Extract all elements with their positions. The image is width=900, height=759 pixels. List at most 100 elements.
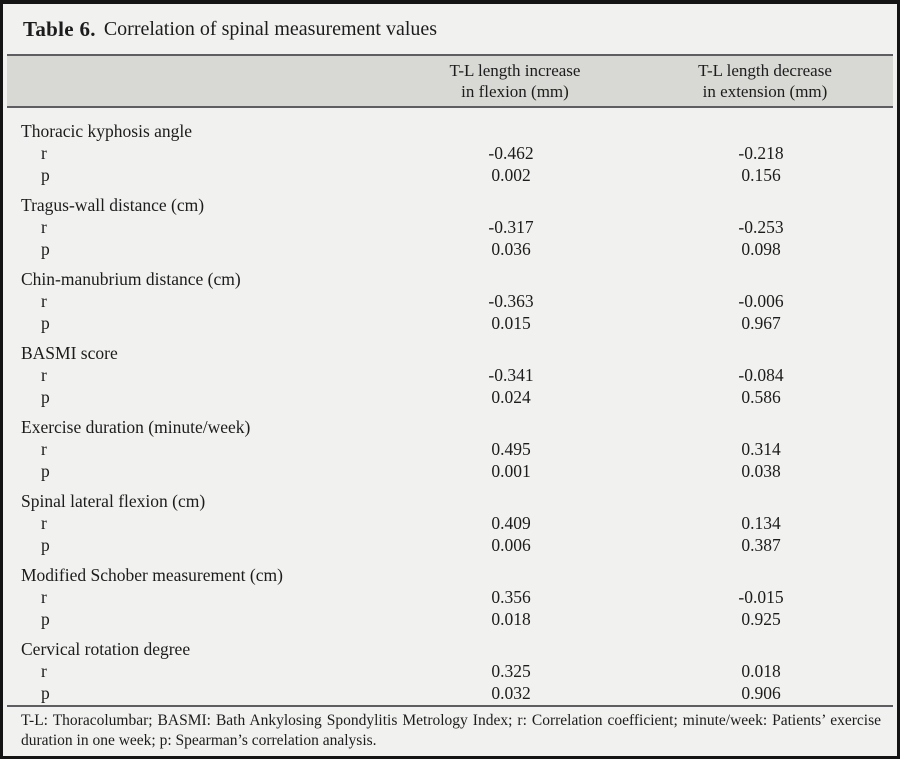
table-row: r 0.325 0.018 bbox=[3, 660, 897, 682]
measure-group-tragus-wall: Tragus-wall distance (cm) r -0.317 -0.25… bbox=[3, 186, 897, 260]
r-extension-value: -0.015 bbox=[738, 587, 784, 607]
table-row: p 0.036 0.098 bbox=[3, 238, 897, 260]
p-label: p bbox=[41, 609, 50, 629]
r-extension-value: -0.218 bbox=[738, 143, 784, 163]
r-flexion-value: 0.409 bbox=[491, 513, 531, 533]
table-row: r 0.409 0.134 bbox=[3, 512, 897, 534]
table-row: p 0.002 0.156 bbox=[3, 164, 897, 186]
column-header-extension-line2: in extension (mm) bbox=[702, 82, 828, 101]
group-label: Tragus-wall distance (cm) bbox=[21, 195, 205, 215]
p-label: p bbox=[41, 313, 50, 333]
p-flexion-value: 0.015 bbox=[491, 313, 531, 333]
table-row: Exercise duration (minute/week) bbox=[3, 416, 897, 438]
table-row: Spinal lateral flexion (cm) bbox=[3, 490, 897, 512]
column-header-extension: T-L length decrease in extension (mm) bbox=[635, 60, 895, 102]
table-title: Table 6. Correlation of spinal measureme… bbox=[3, 4, 897, 54]
r-flexion-value: 0.495 bbox=[491, 439, 531, 459]
table-row: r 0.356 -0.015 bbox=[3, 586, 897, 608]
p-label: p bbox=[41, 461, 50, 481]
column-header-flexion-line1: T-L length increase bbox=[449, 61, 581, 80]
table-body: Thoracic kyphosis angle r -0.462 -0.218 … bbox=[3, 108, 897, 704]
table-row: r -0.341 -0.084 bbox=[3, 364, 897, 386]
group-label: Cervical rotation degree bbox=[21, 639, 191, 659]
measure-group-thoracic-kyphosis: Thoracic kyphosis angle r -0.462 -0.218 … bbox=[3, 112, 897, 186]
table-caption: Correlation of spinal measurement values bbox=[103, 17, 438, 40]
table-row: r 0.495 0.314 bbox=[3, 438, 897, 460]
column-header-flexion: T-L length increase in flexion (mm) bbox=[395, 60, 635, 102]
p-flexion-value: 0.006 bbox=[491, 535, 531, 555]
group-label: Chin-manubrium distance (cm) bbox=[21, 269, 241, 289]
p-extension-value: 0.925 bbox=[741, 609, 781, 629]
table-row: Thoracic kyphosis angle bbox=[3, 120, 897, 142]
r-flexion-value: -0.363 bbox=[488, 291, 534, 311]
table-row: p 0.001 0.038 bbox=[3, 460, 897, 482]
table-row: r -0.462 -0.218 bbox=[3, 142, 897, 164]
table-row: Modified Schober measurement (cm) bbox=[3, 564, 897, 586]
r-extension-value: -0.084 bbox=[738, 365, 784, 385]
p-extension-value: 0.967 bbox=[741, 313, 781, 333]
r-label: r bbox=[41, 439, 47, 459]
p-extension-value: 0.038 bbox=[741, 461, 781, 481]
measure-group-cervical-rotation: Cervical rotation degree r 0.325 0.018 p… bbox=[3, 630, 897, 704]
group-label: Exercise duration (minute/week) bbox=[21, 417, 251, 437]
table-row: p 0.015 0.967 bbox=[3, 312, 897, 334]
table-row: p 0.018 0.925 bbox=[3, 608, 897, 630]
table-row: p 0.006 0.387 bbox=[3, 534, 897, 556]
table-row: Tragus-wall distance (cm) bbox=[3, 194, 897, 216]
r-extension-value: -0.006 bbox=[738, 291, 784, 311]
p-label: p bbox=[41, 535, 50, 555]
r-label: r bbox=[41, 661, 47, 681]
p-flexion-value: 0.032 bbox=[491, 683, 531, 703]
p-label: p bbox=[41, 683, 50, 703]
p-extension-value: 0.098 bbox=[741, 239, 781, 259]
p-label: p bbox=[41, 239, 50, 259]
group-label: BASMI score bbox=[21, 343, 118, 363]
p-extension-value: 0.586 bbox=[741, 387, 781, 407]
p-flexion-value: 0.002 bbox=[491, 165, 531, 185]
column-header-extension-line1: T-L length decrease bbox=[698, 61, 832, 80]
column-header-flexion-line2: in flexion (mm) bbox=[461, 82, 569, 101]
r-flexion-value: -0.317 bbox=[488, 217, 534, 237]
group-label: Thoracic kyphosis angle bbox=[21, 121, 193, 141]
measure-group-exercise-duration: Exercise duration (minute/week) r 0.495 … bbox=[3, 408, 897, 482]
r-label: r bbox=[41, 587, 47, 607]
column-header-spacer bbox=[7, 60, 395, 102]
p-extension-value: 0.906 bbox=[741, 683, 781, 703]
p-label: p bbox=[41, 387, 50, 407]
table-footnote: T-L: Thoracolumbar; BASMI: Bath Ankylosi… bbox=[7, 705, 893, 756]
r-label: r bbox=[41, 513, 47, 533]
p-flexion-value: 0.036 bbox=[491, 239, 531, 259]
p-extension-value: 0.387 bbox=[741, 535, 781, 555]
p-flexion-value: 0.024 bbox=[491, 387, 531, 407]
r-flexion-value: 0.325 bbox=[491, 661, 531, 681]
r-extension-value: 0.314 bbox=[741, 439, 781, 459]
r-label: r bbox=[41, 365, 47, 385]
table-number: Table 6. bbox=[23, 16, 96, 41]
r-extension-value: -0.253 bbox=[738, 217, 784, 237]
measure-group-basmi: BASMI score r -0.341 -0.084 p 0.024 0.58… bbox=[3, 334, 897, 408]
table-row: p 0.032 0.906 bbox=[3, 682, 897, 704]
table-row: r -0.317 -0.253 bbox=[3, 216, 897, 238]
measure-group-modified-schober: Modified Schober measurement (cm) r 0.35… bbox=[3, 556, 897, 630]
p-label: p bbox=[41, 165, 50, 185]
r-label: r bbox=[41, 291, 47, 311]
table-row: r -0.363 -0.006 bbox=[3, 290, 897, 312]
table-row: Chin-manubrium distance (cm) bbox=[3, 268, 897, 290]
p-flexion-value: 0.018 bbox=[491, 609, 531, 629]
r-label: r bbox=[41, 143, 47, 163]
r-flexion-value: -0.341 bbox=[488, 365, 534, 385]
group-label: Spinal lateral flexion (cm) bbox=[21, 491, 206, 511]
measure-group-chin-manubrium: Chin-manubrium distance (cm) r -0.363 -0… bbox=[3, 260, 897, 334]
table-row: Cervical rotation degree bbox=[3, 638, 897, 660]
group-label: Modified Schober measurement (cm) bbox=[21, 565, 283, 585]
r-extension-value: 0.018 bbox=[741, 661, 781, 681]
p-flexion-value: 0.001 bbox=[491, 461, 531, 481]
r-extension-value: 0.134 bbox=[741, 513, 781, 533]
r-label: r bbox=[41, 217, 47, 237]
column-header-band: T-L length increase in flexion (mm) T-L … bbox=[7, 54, 893, 108]
r-flexion-value: -0.462 bbox=[488, 143, 534, 163]
r-flexion-value: 0.356 bbox=[491, 587, 531, 607]
table-row: BASMI score bbox=[3, 342, 897, 364]
measure-group-spinal-lateral-flexion: Spinal lateral flexion (cm) r 0.409 0.13… bbox=[3, 482, 897, 556]
